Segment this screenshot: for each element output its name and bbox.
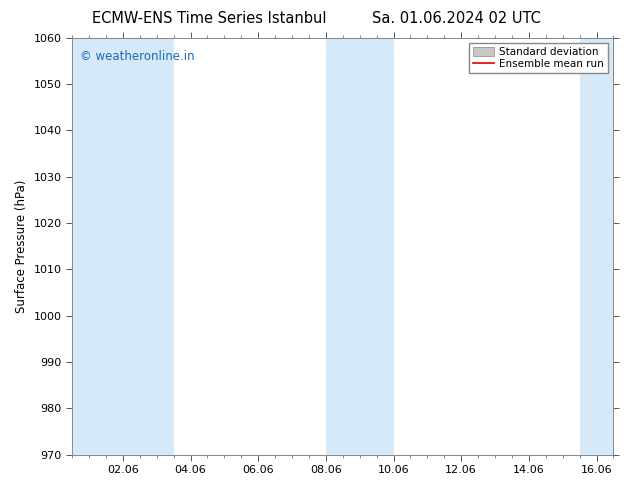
Text: © weatheronline.in: © weatheronline.in bbox=[81, 50, 195, 63]
Text: Sa. 01.06.2024 02 UTC: Sa. 01.06.2024 02 UTC bbox=[372, 11, 541, 26]
Bar bbox=[72, 38, 106, 455]
Bar bbox=[579, 38, 614, 455]
Y-axis label: Surface Pressure (hPa): Surface Pressure (hPa) bbox=[15, 179, 28, 313]
Legend: Standard deviation, Ensemble mean run: Standard deviation, Ensemble mean run bbox=[469, 43, 608, 74]
Bar bbox=[106, 38, 174, 455]
Bar bbox=[326, 38, 394, 455]
Text: ECMW-ENS Time Series Istanbul: ECMW-ENS Time Series Istanbul bbox=[92, 11, 327, 26]
